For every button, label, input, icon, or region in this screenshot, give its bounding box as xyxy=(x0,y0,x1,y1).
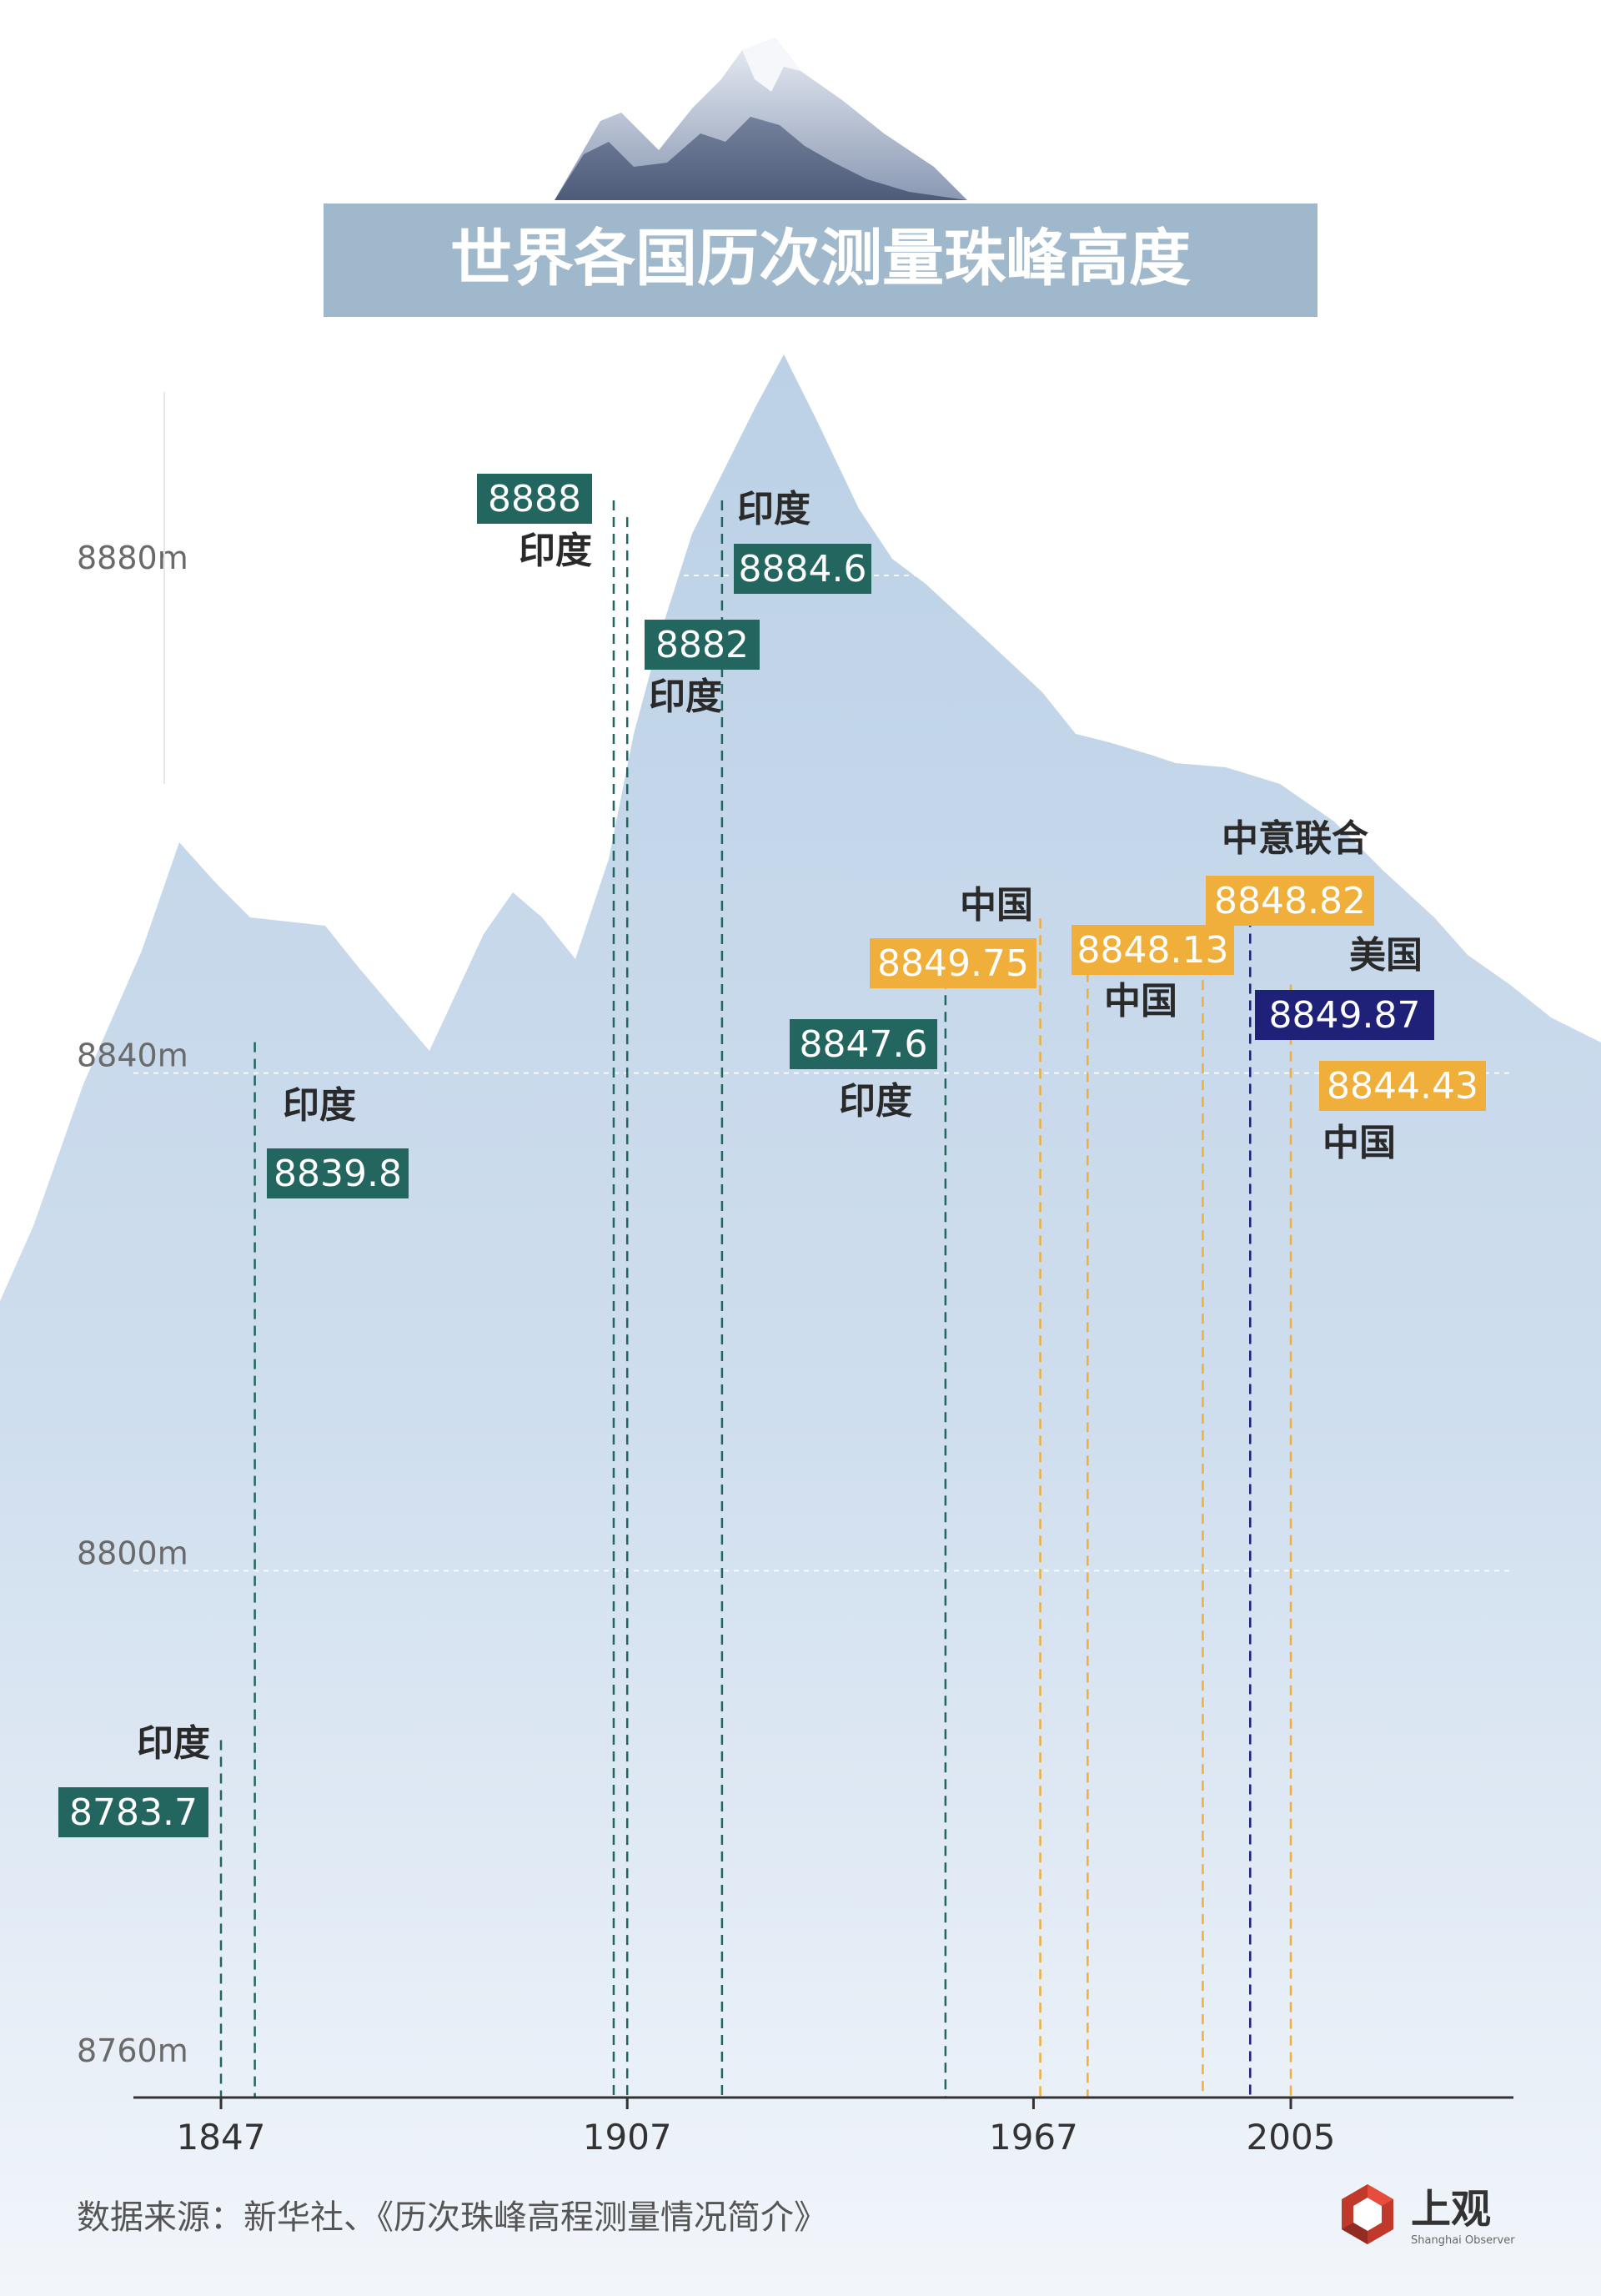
country-label-1: 印度 xyxy=(283,1084,356,1127)
value-label-10: 8844.43 xyxy=(1327,1065,1478,1108)
value-box-6 xyxy=(870,938,1036,988)
logo: 上观 Shanghai Observer xyxy=(1342,2184,1515,2247)
value-box-0 xyxy=(58,1787,208,1837)
value-box-8 xyxy=(1206,876,1374,926)
value-label-3: 8882 xyxy=(655,624,749,666)
value-box-5 xyxy=(790,1019,937,1069)
y-tick-label: 8800m xyxy=(77,1535,188,1571)
country-label-8: 中意联合 xyxy=(1222,817,1368,860)
value-box-9 xyxy=(1255,990,1434,1040)
stem-layer xyxy=(219,500,1292,2098)
mountain-background xyxy=(0,354,1601,2296)
x-tick-label: 1967 xyxy=(989,2117,1078,2158)
country-label-0: 印度 xyxy=(137,1722,210,1765)
value-label-8: 8848.82 xyxy=(1214,880,1366,922)
country-label-2: 印度 xyxy=(519,530,592,572)
country-label-9: 美国 xyxy=(1349,934,1423,977)
value-box-10 xyxy=(1319,1061,1486,1111)
axis-layer: 8760m 8800m 8840m 8880m 1847 1907 1967 2005 xyxy=(77,392,1513,2158)
value-box-3 xyxy=(645,620,760,670)
value-label-2: 8888 xyxy=(488,478,581,520)
chart-title: 世界各国历次测量珠峰高度 xyxy=(450,223,1191,294)
value-box-1 xyxy=(267,1148,409,1198)
title-banner xyxy=(324,203,1317,317)
value-box-7 xyxy=(1072,925,1234,975)
logo-text: 上观 xyxy=(1411,2186,1491,2233)
x-tick-label: 1907 xyxy=(583,2117,672,2158)
y-tick-label: 8760m xyxy=(77,2032,188,2069)
country-label-6: 中国 xyxy=(960,884,1033,927)
country-label-10: 中国 xyxy=(1322,1122,1396,1164)
logo-mark-icon xyxy=(1342,2184,1393,2244)
value-label-1: 8839.8 xyxy=(274,1153,402,1195)
value-label-0: 8783.7 xyxy=(69,1791,198,1834)
value-label-6: 8849.75 xyxy=(877,942,1029,985)
label-layer: 8783.7 印度 8839.8 印度 8888 印度 8882 印度 8884.6 印度 8847… xyxy=(58,474,1486,1837)
value-label-5: 8847.6 xyxy=(800,1023,928,1066)
country-label-7: 中国 xyxy=(1104,980,1177,1022)
country-label-3: 印度 xyxy=(649,676,722,718)
logo-subtext: Shanghai Observer xyxy=(1411,2234,1515,2247)
y-tick-label: 8840m xyxy=(77,1037,188,1074)
snow-mountain-illustration xyxy=(555,38,967,200)
country-label-5: 印度 xyxy=(839,1080,912,1123)
country-label-4: 印度 xyxy=(737,488,811,530)
value-label-7: 8848.13 xyxy=(1077,929,1229,972)
value-label-4: 8884.6 xyxy=(739,548,867,590)
source-text: 数据来源：新华社、《历次珠峰高程测量情况简介》 xyxy=(77,2198,827,2237)
value-box-4 xyxy=(734,544,871,594)
y-tick-label: 8880m xyxy=(77,540,188,576)
value-box-2 xyxy=(477,474,592,524)
x-tick-label: 1847 xyxy=(177,2117,266,2158)
x-tick-label: 2005 xyxy=(1247,2117,1336,2158)
value-label-9: 8849.87 xyxy=(1269,994,1421,1037)
